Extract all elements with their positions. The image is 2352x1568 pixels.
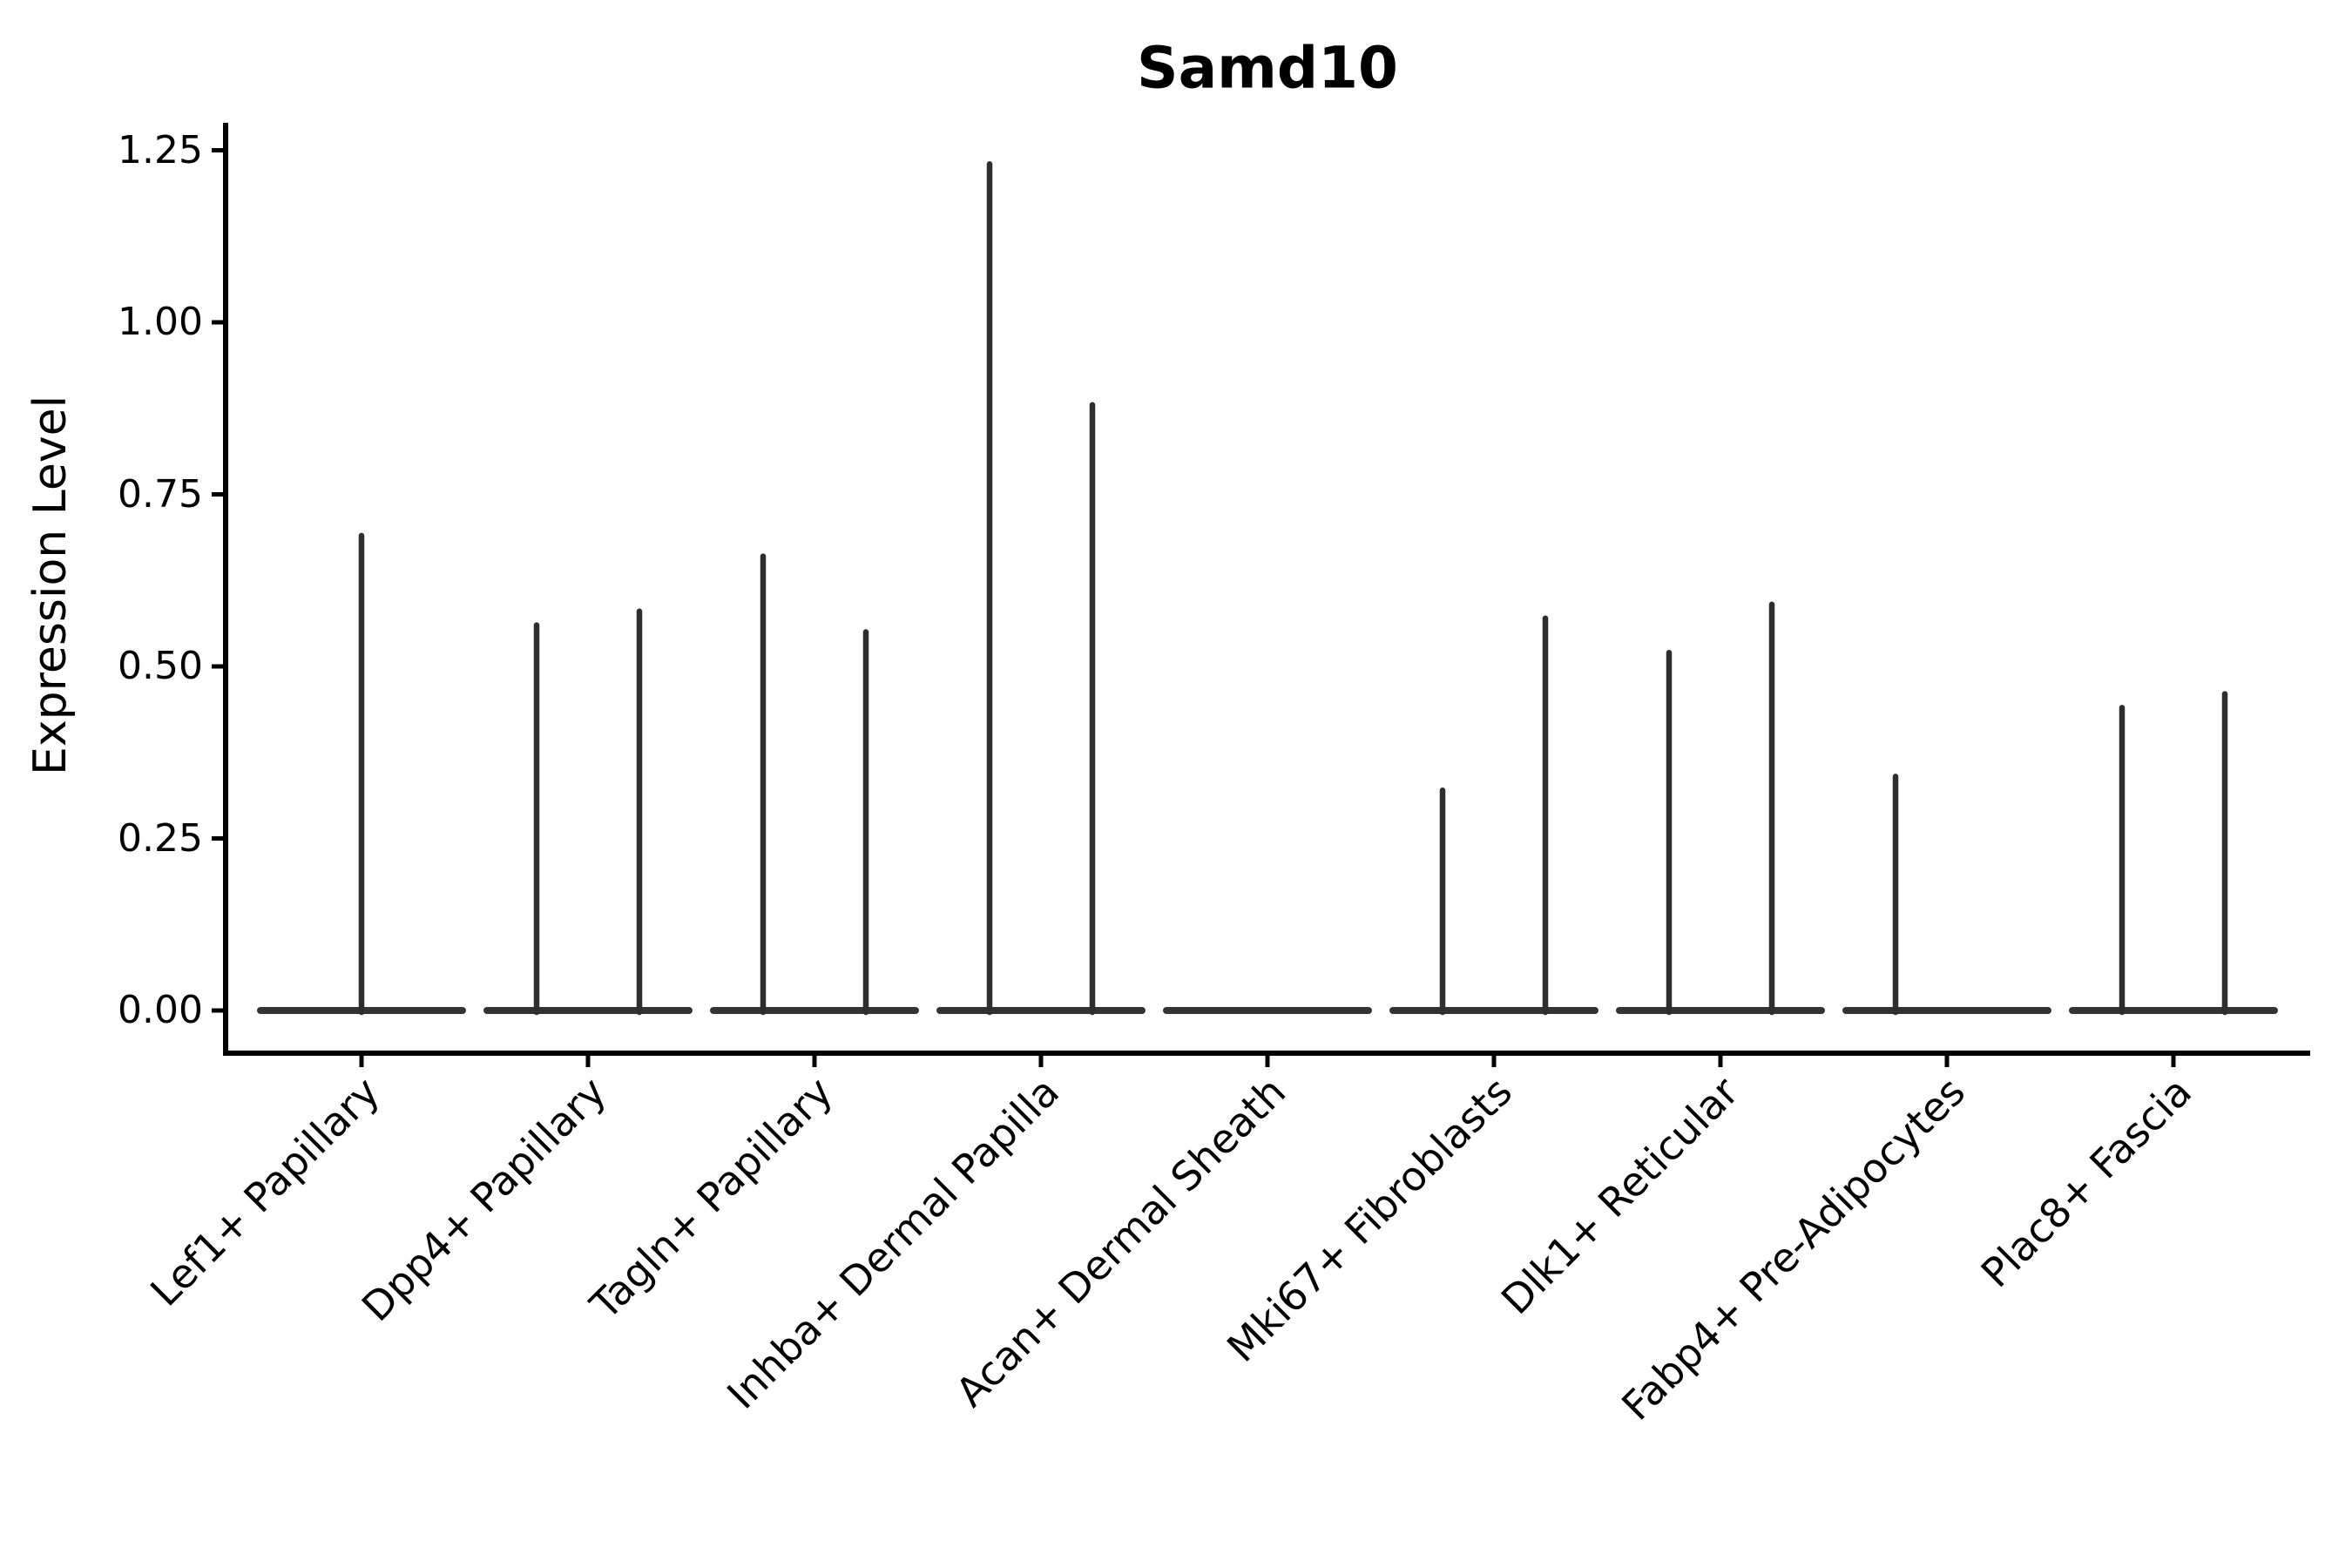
y-tick-label: 0.75: [118, 471, 203, 517]
y-tick-label: 0.50: [118, 644, 203, 688]
y-tick-label: 0.25: [118, 815, 203, 861]
y-tick-label: 1.25: [118, 127, 203, 172]
y-tick-label: 1.00: [118, 300, 203, 344]
chart-title: Samd10: [1137, 34, 1398, 102]
y-tick-label: 0.00: [118, 988, 203, 1032]
